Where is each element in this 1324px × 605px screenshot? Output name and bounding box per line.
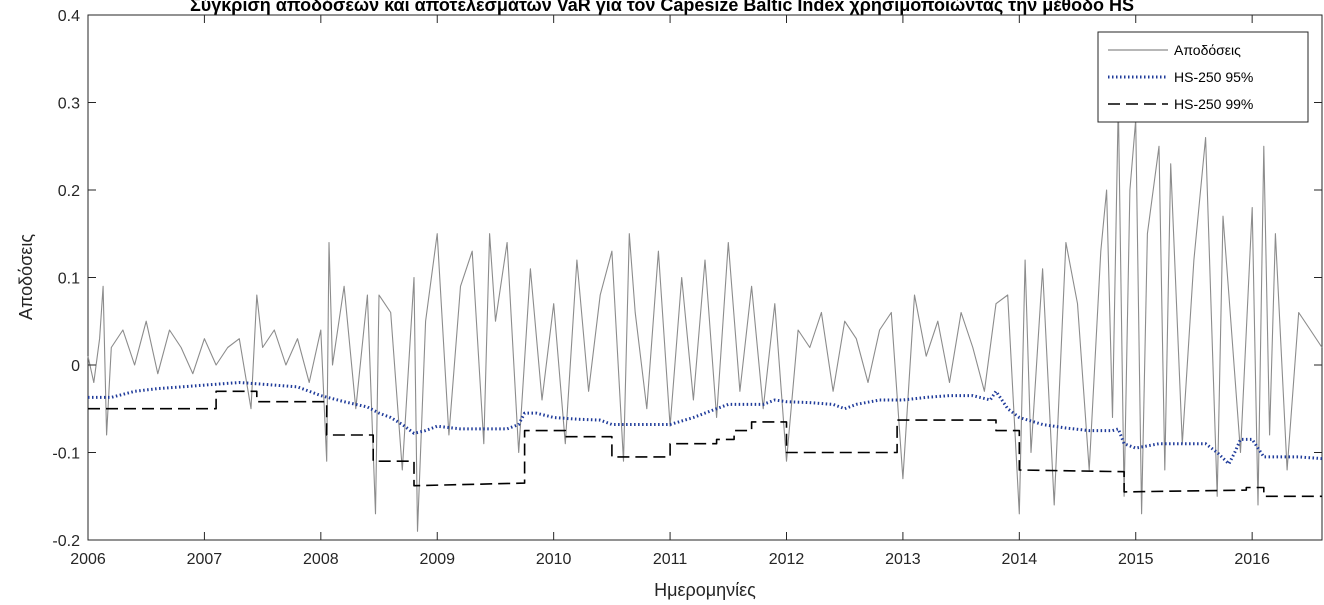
x-tick-label: 2007 (187, 551, 223, 568)
x-tick-label: 2009 (419, 551, 455, 568)
y-axis-label: Αποδόσεις (16, 234, 36, 320)
y-tick-label: -0.2 (52, 533, 80, 550)
series-line-1 (87, 101, 1323, 532)
y-tick-label: 0.1 (58, 271, 80, 288)
y-tick-label: 0.3 (58, 96, 80, 113)
x-tick-label: 2012 (769, 551, 805, 568)
chart-title: Σύγκριση αποδόσεων και αποτελεσμάτων VaR… (190, 0, 1134, 15)
series-line-2 (88, 381, 1323, 466)
y-tick-label: 0.2 (58, 183, 80, 200)
x-axis-label: Ημερομηνίες (654, 580, 756, 600)
series-line-3 (88, 390, 1322, 498)
legend-label-returns: Αποδόσεις (1174, 42, 1241, 58)
y-tick-label: 0.4 (58, 8, 80, 25)
legend-label-hs95: HS-250 95% (1174, 69, 1253, 85)
x-tick-label: 2008 (303, 551, 339, 568)
legend: Αποδόσεις HS-250 95% HS-250 99% (1097, 31, 1309, 123)
legend-label-hs99: HS-250 99% (1174, 96, 1253, 112)
x-tick-label: 2013 (885, 551, 921, 568)
x-tick-label: 2011 (653, 551, 688, 568)
y-tick-label: -0.1 (52, 446, 80, 463)
y-tick-label: 0 (71, 358, 80, 375)
x-tick-label: 2006 (70, 551, 106, 568)
x-tick-label: 2016 (1234, 551, 1270, 568)
ticks-layer: 2006 2007 2008 2009 2010 2011 2012 2013 2014 2015… (52, 8, 1322, 568)
x-tick-label: 2010 (536, 551, 572, 568)
x-tick-label: 2014 (1002, 551, 1038, 568)
series-layer (87, 101, 1323, 532)
x-tick-label: 2015 (1118, 551, 1154, 568)
